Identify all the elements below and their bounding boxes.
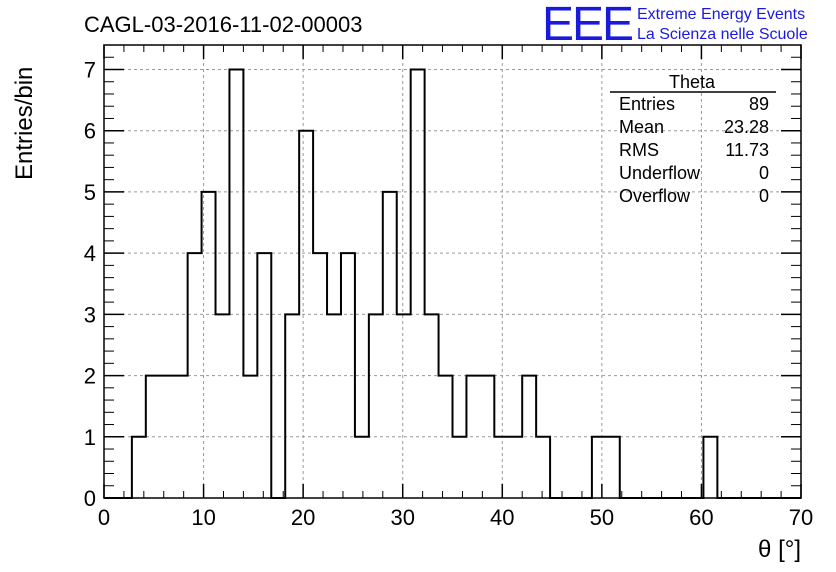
- stats-row-label: Overflow: [619, 186, 691, 206]
- y-tick-label: 2: [84, 364, 96, 389]
- x-tick-label: 20: [291, 505, 315, 530]
- histogram-bin: [606, 437, 620, 498]
- histogram-bin: [592, 437, 606, 498]
- y-axis-title: Entries/bin: [11, 67, 38, 180]
- logo-mark: EEE: [542, 0, 632, 51]
- logo-line-2: La Scienza nelle Scuole: [637, 26, 808, 43]
- histogram-bin: [397, 314, 411, 498]
- histogram-bin: [383, 192, 397, 498]
- histogram-bin: [411, 69, 425, 498]
- stats-row-label: Entries: [619, 94, 675, 114]
- histogram-bin: [285, 314, 299, 498]
- stats-title: Theta: [669, 72, 716, 92]
- histogram-series-line: [104, 68, 801, 499]
- histogram-bin: [229, 69, 243, 498]
- y-tick-label: 1: [84, 425, 96, 450]
- x-tick-label: 0: [98, 505, 110, 530]
- stats-row-label: RMS: [619, 140, 659, 160]
- x-tick-label: 30: [390, 505, 414, 530]
- stats-row-label: Mean: [619, 117, 664, 137]
- histogram-bin: [508, 437, 522, 498]
- x-tick-label: 60: [689, 505, 713, 530]
- logo-line-1: Extreme Energy Events: [637, 6, 805, 23]
- histogram-bin: [536, 437, 550, 498]
- eee-logo: EEE Extreme Energy Events La Scienza nel…: [542, 0, 808, 51]
- y-tick-label: 0: [84, 486, 96, 511]
- y-tick-label: 3: [84, 302, 96, 327]
- stats-row-value: 23.28: [724, 117, 769, 137]
- x-tick-label: 70: [789, 505, 813, 530]
- x-axis-title: θ [°]: [758, 536, 801, 563]
- stats-rows: Entries 89 Mean 23.28 RMS 11.73 Underflow 0 Over…: [619, 94, 769, 206]
- histogram-bin: [132, 437, 146, 498]
- stats-row-value: 0: [759, 186, 769, 206]
- chart-title: CAGL-03-2016-11-02-00003: [84, 12, 362, 37]
- y-tick-label: 6: [84, 119, 96, 144]
- plot-frame: [103, 44, 802, 499]
- histogram-bin: [425, 314, 439, 498]
- stats-box: Theta Entries 89 Mean 23.28 RMS 11.73 Underflo…: [610, 72, 776, 206]
- stats-row-value: 11.73: [725, 140, 769, 160]
- x-tick-labels: 0 10 20 30 40 50 60 70: [98, 505, 813, 530]
- y-tick-label: 7: [84, 57, 96, 82]
- x-tick-label: 50: [590, 505, 614, 530]
- y-tick-label: 5: [84, 180, 96, 205]
- histogram-bin: [174, 376, 188, 498]
- histogram-bin: [257, 253, 271, 498]
- x-tick-label: 40: [490, 505, 514, 530]
- histogram-bin: [494, 437, 508, 498]
- stats-row-value: 89: [749, 94, 769, 114]
- x-tick-label: 10: [191, 505, 215, 530]
- y-tick-labels: 0 1 2 3 4 5 6 7: [84, 57, 96, 511]
- histogram-bin: [703, 437, 717, 498]
- histogram-bin: [299, 131, 313, 498]
- histogram-bin: [355, 437, 369, 498]
- stats-row-value: 0: [759, 163, 769, 183]
- y-tick-label: 4: [84, 241, 96, 266]
- axis-ticks: [103, 44, 802, 499]
- histogram-bin: [453, 437, 467, 498]
- histogram-bin: [369, 314, 383, 498]
- stats-row-label: Underflow: [619, 163, 701, 183]
- histogram-bin: [327, 314, 341, 498]
- histogram-bin: [216, 314, 230, 498]
